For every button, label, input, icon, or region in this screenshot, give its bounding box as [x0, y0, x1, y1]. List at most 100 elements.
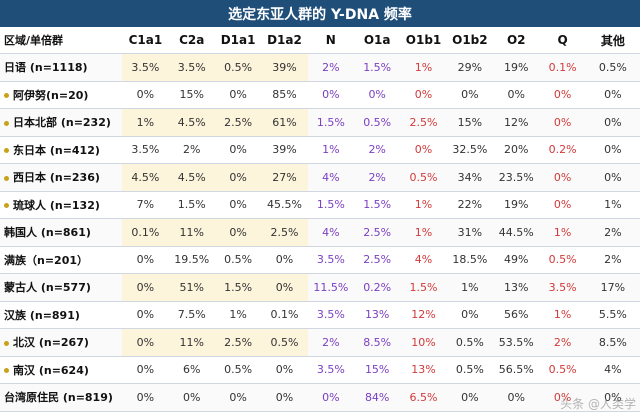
- cell-其他: 2%: [585, 218, 640, 247]
- cell-d1a1: 0%: [214, 191, 262, 219]
- cell-n: 1.5%: [307, 191, 354, 219]
- header-n: N: [307, 27, 354, 54]
- cell-d1a2: 27%: [261, 163, 308, 192]
- cell-c2a: 2%: [168, 136, 215, 164]
- cell-d1a1: 1.5%: [214, 273, 262, 302]
- header-o1b1: O1b1: [400, 27, 447, 54]
- cell-c1a1: 7%: [122, 191, 169, 219]
- row-label: 蒙古人 (n=577): [0, 273, 123, 302]
- cell-q: 0%: [539, 191, 586, 219]
- cell-d1a2: 0.5%: [261, 328, 308, 357]
- table-row: 琉球人 (n=132) 7% 1.5% 0% 45.5% 1.5% 1.5% 1% 22% 19%…: [0, 191, 640, 219]
- header-o1b2: O1b2: [446, 27, 494, 54]
- cell-o1b1: 1%: [400, 218, 447, 247]
- cell-n: 1%: [307, 136, 354, 164]
- cell-c1a1: 4.5%: [122, 163, 169, 192]
- row-label: 阿伊努(n=20): [0, 81, 123, 109]
- ydna-frequency-table: 区域/单倍群 C1a1 C2a D1a1 D1a2 N O1a O1b1 O1b2 O2 Q 其他 日…: [0, 27, 640, 412]
- row-label-text: 满族（n=201）: [4, 253, 89, 267]
- cell-q: 2%: [539, 328, 586, 357]
- bullet-icon: [4, 148, 9, 154]
- cell-d1a1: 2.5%: [214, 328, 262, 357]
- cell-o1b1: 6.5%: [400, 383, 447, 412]
- row-label-text: 台湾原住民 (n=819): [4, 391, 113, 405]
- cell-c1a1: 3.5%: [122, 136, 169, 164]
- cell-n: 3.5%: [307, 301, 354, 329]
- cell-d1a1: 0.5%: [214, 53, 262, 82]
- cell-c1a1: 0%: [122, 383, 169, 412]
- row-label-text: 南汉 (n=624): [13, 363, 89, 377]
- cell-c1a1: 0%: [122, 356, 169, 384]
- cell-o1a: 15%: [353, 356, 401, 384]
- row-label-text: 琉球人 (n=132): [13, 198, 100, 212]
- cell-o1b1: 1%: [400, 53, 447, 82]
- cell-q: 0.2%: [539, 136, 586, 164]
- cell-d1a1: 0%: [214, 81, 262, 109]
- cell-c2a: 7.5%: [168, 301, 215, 329]
- cell-o2: 20%: [493, 136, 540, 164]
- cell-o1a: 0%: [353, 81, 401, 109]
- table-row: 南汉 (n=624) 0% 6% 0.5% 0% 3.5% 15% 13% 0.5% 56.5% 0…: [0, 356, 640, 384]
- cell-c2a: 0%: [168, 383, 215, 412]
- table-row: 日语 (n=1118) 3.5% 3.5% 0.5% 39% 2% 1.5% 1% 29% 19%…: [0, 53, 640, 82]
- cell-o1a: 2.5%: [353, 246, 401, 274]
- cell-o1a: 2%: [353, 163, 401, 192]
- cell-c2a: 6%: [168, 356, 215, 384]
- cell-n: 11.5%: [307, 273, 354, 302]
- table-body: 日语 (n=1118) 3.5% 3.5% 0.5% 39% 2% 1.5% 1% 29% 19%…: [0, 53, 640, 412]
- cell-c1a1: 0%: [122, 246, 169, 274]
- cell-o1b1: 4%: [400, 246, 447, 274]
- cell-其他: 8.5%: [585, 328, 640, 357]
- cell-c1a1: 1%: [122, 108, 169, 137]
- row-label: 北汉 (n=267): [0, 328, 123, 357]
- cell-n: 3.5%: [307, 356, 354, 384]
- cell-o1b2: 1%: [446, 273, 494, 302]
- cell-n: 0%: [307, 81, 354, 109]
- row-label: 韩国人 (n=861): [0, 218, 123, 247]
- cell-n: 3.5%: [307, 246, 354, 274]
- cell-d1a2: 39%: [261, 136, 308, 164]
- bullet-icon: [4, 203, 9, 209]
- cell-o1b1: 10%: [400, 328, 447, 357]
- cell-c2a: 4.5%: [168, 163, 215, 192]
- table-row: 阿伊努(n=20) 0% 15% 0% 85% 0% 0% 0% 0% 0% 0% 0%: [0, 81, 640, 109]
- cell-d1a2: 39%: [261, 53, 308, 82]
- header-d1a1: D1a1: [214, 27, 262, 54]
- cell-d1a2: 45.5%: [261, 191, 308, 219]
- cell-o1b2: 0.5%: [446, 356, 494, 384]
- row-label: 台湾原住民 (n=819): [0, 383, 123, 412]
- cell-o1b2: 31%: [446, 218, 494, 247]
- cell-其他: 0%: [585, 81, 640, 109]
- row-label: 西日本 (n=236): [0, 163, 123, 192]
- table-row: 韩国人 (n=861) 0.1% 11% 0% 2.5% 4% 2.5% 1% 31% 44.5%…: [0, 218, 640, 247]
- cell-d1a1: 0.5%: [214, 246, 262, 274]
- cell-o2: 19%: [493, 191, 540, 219]
- cell-d1a1: 0%: [214, 136, 262, 164]
- cell-n: 2%: [307, 53, 354, 82]
- header-q: Q: [539, 27, 586, 54]
- cell-其他: 0%: [585, 136, 640, 164]
- row-label-text: 北汉 (n=267): [13, 336, 89, 350]
- cell-o1a: 1.5%: [353, 191, 401, 219]
- cell-o1a: 84%: [353, 383, 401, 412]
- cell-c2a: 19.5%: [168, 246, 215, 274]
- cell-q: 1%: [539, 218, 586, 247]
- cell-d1a1: 0%: [214, 383, 262, 412]
- cell-n: 1.5%: [307, 108, 354, 137]
- bullet-icon: [4, 120, 9, 126]
- cell-q: 0%: [539, 81, 586, 109]
- bullet-icon: [4, 368, 9, 374]
- cell-d1a2: 0%: [261, 356, 308, 384]
- cell-q: 3.5%: [539, 273, 586, 302]
- cell-其他: 0%: [585, 383, 640, 412]
- cell-c2a: 11%: [168, 218, 215, 247]
- cell-o1b2: 29%: [446, 53, 494, 82]
- cell-o1b2: 0%: [446, 301, 494, 329]
- row-label-text: 阿伊努(n=20): [13, 88, 89, 102]
- cell-其他: 1%: [585, 191, 640, 219]
- table-row: 满族（n=201） 0% 19.5% 0.5% 0% 3.5% 2.5% 4% 18.5% 49%…: [0, 246, 640, 274]
- cell-c2a: 4.5%: [168, 108, 215, 137]
- cell-q: 0.5%: [539, 246, 586, 274]
- cell-o1b1: 0%: [400, 136, 447, 164]
